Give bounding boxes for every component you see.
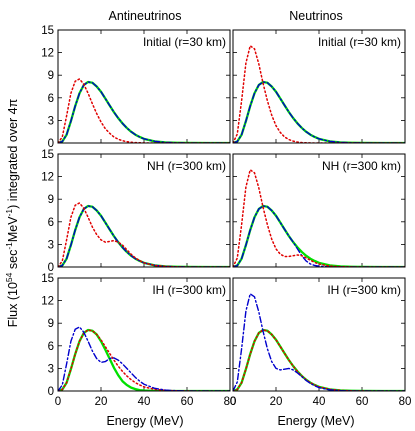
y-tick-label: 3 [48,239,54,251]
y-axis-title-part: ) integrated over 4π [6,98,20,208]
x-axis-title: Energy (MeV) [106,414,183,428]
chart-panel-middle-left: 0 3 6 9 12 15 NH (r=300 km) [41,149,231,274]
series-line-green [58,204,230,267]
series-line-red [58,202,230,267]
chart-panel-bottom-left: 0 3 6 9 12 15 0 20 40 60 80 IH (r=300 km) [41,273,236,408]
series-group [58,78,230,143]
y-tick-label: 0 [48,138,54,150]
series-line-green [58,80,230,143]
series-line-blue [58,326,230,391]
panel-frame [57,29,231,144]
y-tick-label: 6 [48,217,54,229]
panel-frame [232,29,406,144]
series-line-blue [58,81,230,143]
panel-frame [232,153,406,268]
x-tick-label: 80 [224,396,237,408]
y-tick-label: 9 [48,70,54,82]
y-tick-label: 0 [48,262,54,274]
y-tick-label: 15 [41,273,54,285]
chart-panels: 0 3 6 9 12 15 Initial (r=30 km) Initial (r=30 k… [41,25,411,408]
y-tick-label: 0 [48,386,54,398]
y-axis-title-exponent: 54 [4,272,14,282]
y-tick-label: 3 [48,363,54,375]
series-line-red [233,329,405,391]
column-title-neutrinos: Neutrinos [289,9,343,23]
series-line-red [233,45,405,143]
y-tick-label: 12 [41,296,54,308]
series-group [233,169,405,267]
y-tick-label: 15 [41,25,54,37]
y-tick-label: 12 [41,172,54,184]
x-axis-title: Energy (MeV) [277,414,354,428]
x-tick-label: 40 [313,396,326,408]
chart-panel-middle-right: NH (r=300 km) [232,153,406,268]
series-group [58,326,230,391]
y-tick-label: 3 [48,115,54,127]
y-tick-label: 9 [48,318,54,330]
panel-label: Initial (r=30 km) [318,35,401,49]
chart-panel-bottom-right: 0 20 40 60 80 IH (r=300 km) [230,277,412,408]
series-line-red [233,169,405,267]
series-line-red [58,78,230,143]
x-tick-label: 0 [230,396,236,408]
series-line-blue [233,293,405,391]
x-tick-label: 60 [181,396,194,408]
panel-frame [57,277,231,392]
series-group [58,202,230,267]
x-tick-label: 20 [270,396,283,408]
y-axis-title-part: Flux (10 [6,282,20,327]
y-tick-label: 12 [41,48,54,60]
series-line-green [233,204,405,267]
y-tick-label: 9 [48,194,54,206]
series-line-blue [58,205,230,267]
series-line-blue [233,205,405,267]
x-tick-label: 40 [138,396,151,408]
x-tick-label: 20 [95,396,108,408]
series-group [233,293,405,391]
y-tick-label: 6 [48,341,54,353]
x-tick-label: 0 [55,396,61,408]
y-axis-title: Flux (1054 sec-1MeV-1) integrated over 4… [4,98,20,327]
panel-label: NH (r=300 km) [147,159,226,173]
panel-frame [232,277,406,392]
x-tick-label: 80 [399,396,412,408]
y-tick-label: 15 [41,149,54,161]
y-axis-title-exponent: -1 [4,242,14,250]
series-line-green [233,328,405,391]
panel-label: Initial (r=30 km) [143,35,226,49]
chart-panel-top-left: 0 3 6 9 12 15 Initial (r=30 km) [41,25,231,150]
series-line-red [58,329,230,391]
x-tick-label: 60 [356,396,369,408]
panel-label: IH (r=300 km) [327,283,401,297]
series-group [233,45,405,143]
y-axis-title-exponent: -1 [4,209,14,217]
panel-frame [57,153,231,268]
y-axis-title-part: MeV [6,216,20,242]
y-axis-title-part: sec [6,250,20,273]
series-line-blue [233,81,405,143]
series-line-green [58,328,230,391]
column-title-antineutrinos: Antineutrinos [109,9,182,23]
chart-panel-top-right: Initial (r=30 km) [232,29,406,144]
series-line-green [233,80,405,143]
panel-label: NH (r=300 km) [322,159,401,173]
y-tick-label: 6 [48,93,54,105]
panel-label: IH (r=300 km) [152,283,226,297]
